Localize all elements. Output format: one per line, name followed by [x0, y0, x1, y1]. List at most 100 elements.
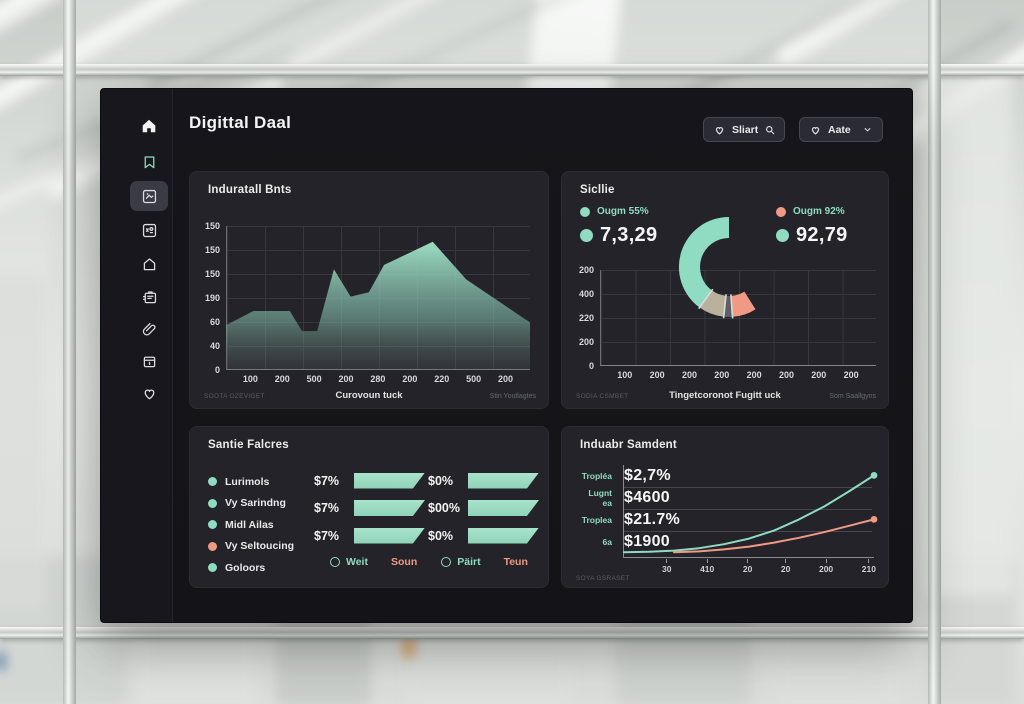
stat-label: 6a: [602, 537, 612, 547]
archive-icon: [143, 356, 155, 367]
y-axis-ticks: 150 150 150 190 60 40 0: [190, 221, 220, 375]
tick-label: 200: [714, 370, 730, 380]
sidebar-item-paperclip[interactable]: [130, 314, 168, 344]
legend-item: Vy Seltoucing: [208, 536, 294, 558]
sidebar-item-clipboard[interactable]: [130, 282, 168, 312]
sidebar-item-bookmark[interactable]: [130, 147, 168, 177]
tick-label: 0: [214, 365, 220, 375]
tick-label: 150: [204, 221, 220, 231]
panel-title: Sicllie: [580, 184, 615, 196]
frame-post-right: [928, 0, 941, 704]
bar-value: $0%: [428, 528, 454, 543]
tick-label: 40: [209, 341, 220, 351]
donut-chart: [678, 216, 756, 319]
x-axis-label: Curovoun tuck: [335, 390, 403, 401]
stat-label: Lugnt ea: [588, 488, 612, 508]
divider: [623, 531, 872, 532]
legend-label: Lurimols: [225, 475, 270, 488]
factory-machine: [0, 276, 46, 606]
bar: [354, 472, 425, 489]
option-label: Teun: [503, 556, 528, 568]
stat-row: Troplea $21.7%: [578, 509, 874, 531]
legend-dot: [208, 477, 217, 487]
bar: [354, 500, 425, 516]
legend-label: Ougm 92%: [793, 206, 845, 217]
failures-legend: Lurimols Vy Sarindng Midl Ailas Vy Selto…: [208, 471, 294, 579]
bar: [468, 500, 539, 516]
x-axis-ticks: 100 200 500 200 280 200 220 500 200: [226, 374, 530, 384]
dropdown-button[interactable]: Aate: [799, 117, 883, 142]
sidebar-item-heart[interactable]: [130, 378, 168, 408]
sidebar-item-picture[interactable]: [130, 181, 168, 211]
watermark-text: SOOTA OZEVIGET: [204, 393, 265, 400]
legend-dot: [208, 520, 217, 530]
frame-rail-bottom: [0, 627, 1024, 639]
tick-label: 30: [662, 559, 671, 574]
sidebar-item-home[interactable]: [130, 111, 168, 141]
filter-button[interactable]: Sliart: [703, 117, 785, 142]
footer-label: Teun: [504, 556, 528, 568]
panel-title: Santie Falcres: [208, 439, 289, 451]
sidebar-item-frame[interactable]: [130, 215, 168, 245]
radio-option[interactable]: Päirt: [441, 556, 481, 568]
footnote-text: Stin Youtlagtes: [489, 393, 536, 400]
sidebar-item-archive[interactable]: [130, 346, 168, 376]
bar: [468, 527, 539, 544]
machine-accent: [0, 652, 5, 670]
line-chart: [623, 472, 878, 554]
tick-label: 150: [204, 245, 220, 255]
chevron-down-icon: [864, 127, 871, 132]
area-chart: [226, 241, 530, 370]
heart-icon: [715, 126, 724, 135]
clipboard-icon: [142, 290, 156, 303]
filter-button-label: Sliart: [732, 123, 759, 136]
footer-label: Soun: [391, 556, 417, 568]
page-title: Digittal Daal: [189, 113, 292, 132]
tick-label: 410: [700, 559, 714, 574]
legend-dot: [580, 206, 590, 217]
tick-label: 210: [862, 559, 876, 574]
watermark-text: SOYA GSRASET: [576, 575, 630, 582]
tick-label: 60: [209, 317, 220, 327]
dropdown-button-label: Aate: [828, 123, 851, 136]
legend-dot: [208, 541, 217, 551]
legend-dot: [776, 229, 789, 242]
bar-row: $00%: [428, 500, 539, 517]
bar-value: $7%: [314, 528, 340, 543]
picture-icon: [142, 189, 156, 203]
stat-label: Tropléa: [581, 471, 612, 481]
y-axis-line: [623, 465, 624, 557]
legend-item: Goloors: [208, 557, 294, 579]
tick-label: 200: [338, 374, 354, 384]
bar: [354, 527, 425, 544]
bar-row: $7%: [314, 472, 425, 489]
donut-segment-teal: [678, 216, 729, 308]
footnote-text: Som Saallgyns: [829, 393, 876, 400]
legend-label: Ougm 55%: [597, 206, 649, 217]
donut-separator: [722, 294, 727, 319]
legend-value: 7,3,29: [600, 224, 658, 246]
tick-label: 280: [370, 374, 386, 384]
teal-curve-end-dot: [870, 472, 878, 479]
tick-label: 200: [578, 337, 594, 347]
donut-segment-salmon: [731, 291, 756, 317]
stat-value: $4600: [624, 489, 670, 506]
tick-label: 500: [306, 374, 322, 384]
radio-icon: [330, 557, 340, 567]
stat-value: $1900: [624, 533, 670, 550]
stat-row: Lugnt ea $4600: [578, 487, 874, 509]
tick-label: 220: [578, 313, 594, 323]
dashboard-window: Digittal Daal Sliart Aate Induratall Bnt…: [100, 88, 913, 623]
stat-label: Troplea: [581, 515, 612, 525]
radio-option[interactable]: Weit: [330, 556, 368, 568]
bar: [468, 472, 539, 489]
legend-label: Vy Seltoucing: [225, 540, 295, 553]
bar-value: $7%: [314, 501, 340, 515]
legend-dot: [776, 206, 786, 217]
legend-dot: [208, 498, 217, 508]
tick-label: 100: [242, 374, 258, 384]
legend-label: Vy Sarindng: [225, 497, 286, 510]
y-axis-ticks: 200 400 220 200 0: [564, 265, 594, 371]
bar-value: $7%: [314, 473, 340, 488]
sidebar-item-house[interactable]: [130, 249, 168, 279]
